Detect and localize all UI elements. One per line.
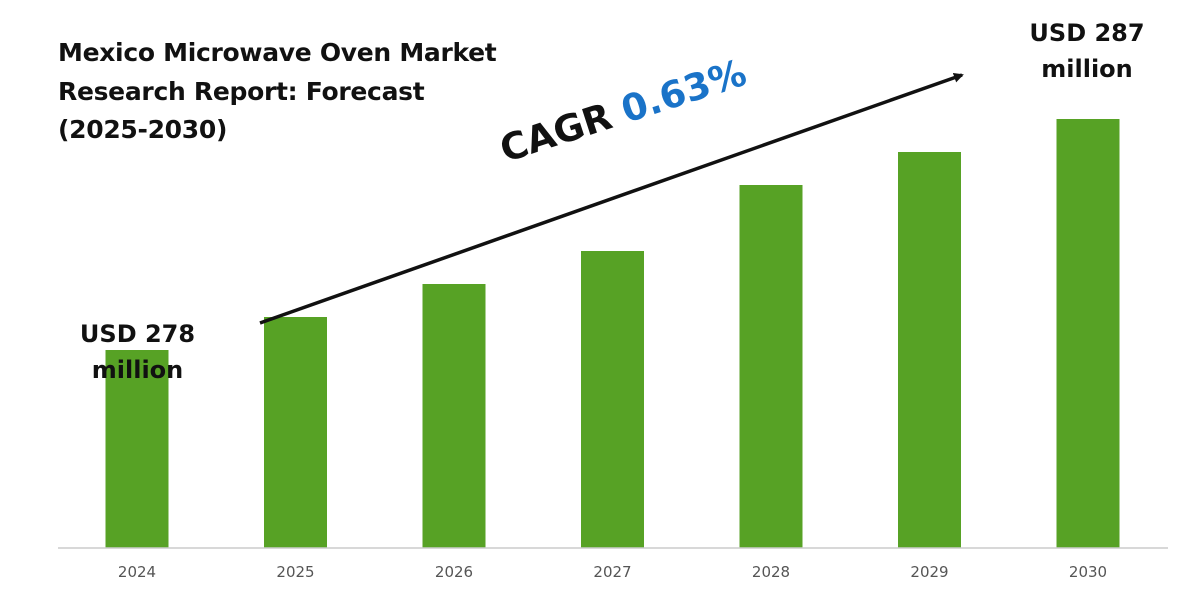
bar-2026	[422, 284, 486, 548]
end-value-callout: USD 287 million	[1017, 15, 1157, 87]
start-value-callout: USD 278 million	[70, 316, 205, 388]
cagr-trend-arrow	[259, 72, 964, 325]
bar-2027	[581, 251, 644, 548]
x-tick-label-2029: 2029	[910, 563, 948, 581]
end-value-unit: million	[1041, 55, 1133, 83]
chart-title-line-1: Mexico Microwave Oven Market	[58, 38, 497, 67]
chart-title-line-3: (2025-2030)	[58, 115, 228, 144]
chart-title-line-2: Research Report: Forecast	[58, 77, 425, 106]
bar-2025	[264, 317, 327, 548]
bar-2024	[105, 350, 169, 548]
x-tick-label-2026: 2026	[435, 563, 473, 581]
x-tick-label-2030: 2030	[1069, 563, 1107, 581]
x-tick-label-2025: 2025	[276, 563, 314, 581]
start-value-amount: USD 278	[79, 320, 196, 348]
bar-2030	[1056, 119, 1120, 548]
x-tick-label-2027: 2027	[593, 563, 631, 581]
x-tick-label-2028: 2028	[752, 563, 790, 581]
start-value-unit: million	[91, 356, 184, 384]
x-tick-label-2024: 2024	[118, 563, 156, 581]
bar-2028	[739, 185, 803, 548]
end-value-amount: USD 287	[1029, 19, 1145, 47]
bar-2029	[898, 152, 961, 548]
